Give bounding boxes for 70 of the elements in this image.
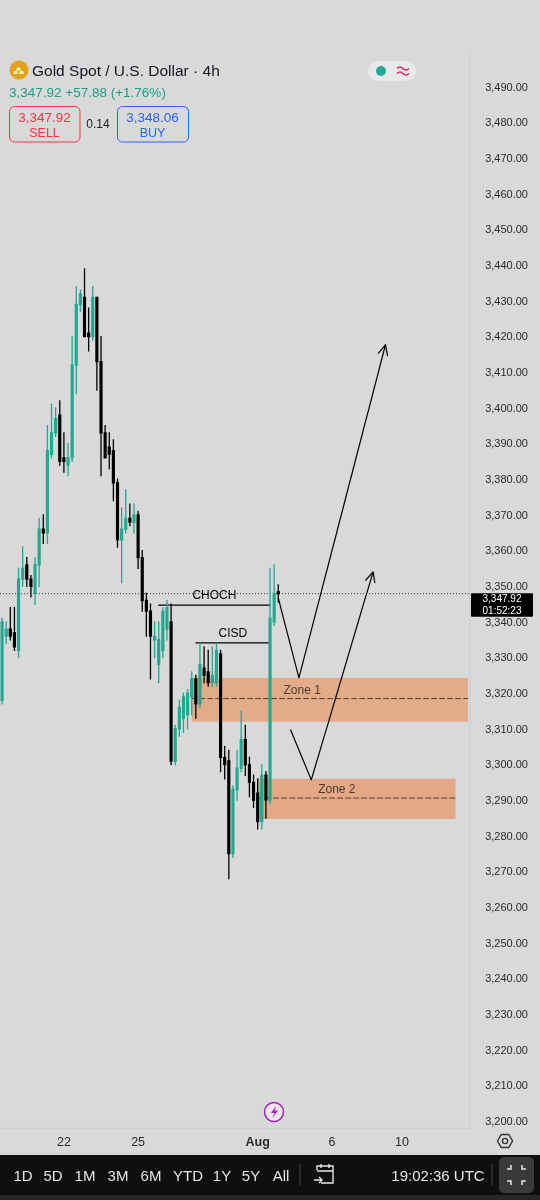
y-tick-label: 3,240.00: [485, 972, 528, 985]
x-tick-label: 10: [395, 1134, 409, 1149]
candlestick: [210, 646, 214, 687]
annotation: 0.14: [86, 116, 110, 131]
y-tick-label: 3,350.00: [485, 580, 528, 593]
series-label: CISD: [218, 625, 248, 640]
series-label: CHOCH: [192, 588, 237, 603]
y-tick-label: 3,480.00: [485, 116, 528, 129]
y-tick-label: 3,380.00: [485, 473, 528, 486]
y-tick-label: 3,440.00: [485, 259, 528, 272]
candlestick: [268, 567, 272, 805]
y-tick-label: 3,490.00: [485, 80, 528, 93]
annotation: 3,347.92: [18, 109, 71, 125]
y-tick-label: 3,430.00: [485, 294, 528, 307]
candlestick: [128, 503, 132, 527]
y-tick-label: 3,330.00: [485, 651, 528, 664]
candlestick: [198, 642, 202, 709]
y-tick-label: 3,320.00: [485, 687, 528, 700]
x-tick-label: 22: [56, 1134, 71, 1149]
text: Gold Spot / U.S. Dollar · 4h: [32, 62, 220, 79]
annotation: 3,348.06: [126, 109, 179, 125]
y-tick-label: 3,230.00: [485, 1008, 528, 1021]
y-tick-label: 3,200.00: [485, 1115, 528, 1128]
text: 1M: [74, 1166, 96, 1184]
candlestick: [264, 771, 268, 819]
y-tick-label: 3,270.00: [485, 865, 528, 878]
annotation: BUY: [139, 125, 167, 140]
y-tick-label: 3,410.00: [485, 366, 528, 379]
series-label: Zone 2: [318, 782, 356, 797]
y-tick-label: 3,290.00: [485, 794, 528, 807]
candlestick: [202, 646, 206, 684]
x-tick-label: 25: [131, 1134, 146, 1149]
y-tick-label: 3,250.00: [485, 936, 528, 949]
candlestick: [194, 674, 198, 719]
y-tick-label: 3,470.00: [485, 152, 528, 165]
y-tick-label: 3,260.00: [485, 901, 528, 914]
text: YTD: [173, 1166, 204, 1184]
text: 19:02:36 UTC: [391, 1166, 485, 1184]
text: 5Y: [241, 1166, 261, 1184]
y-tick-label: 3,370.00: [485, 508, 528, 521]
candlestick: [12, 606, 17, 652]
candlestick: [41, 514, 45, 545]
text: 5D: [43, 1166, 63, 1184]
x-tick-label: 6: [328, 1134, 336, 1149]
text: 1D: [13, 1166, 33, 1184]
text: 3M: [107, 1166, 129, 1184]
y-tick-label: 3,340.00: [485, 615, 528, 628]
y-tick-label: 3,300.00: [485, 758, 528, 771]
x-tick-label: Aug: [245, 1134, 270, 1149]
y-tick-label: 3,280.00: [485, 829, 528, 842]
y-tick-label: 3,360.00: [485, 544, 528, 557]
candlestick: [0, 617, 4, 705]
candlestick: [206, 649, 210, 687]
annotation: SELL: [29, 125, 60, 140]
y-tick-label: 3,310.00: [485, 722, 528, 735]
y-tick-label: 3,420.00: [485, 330, 528, 343]
y-tick-label: 3,220.00: [485, 1043, 528, 1056]
candlestick: [181, 692, 186, 734]
y-tick-label: 3,400.00: [485, 401, 528, 414]
text: 3,347.92 +57.88 (+1.76%): [9, 85, 166, 100]
text: 6M: [140, 1166, 162, 1184]
ref-line-label: 3,347.92 01:52:23: [482, 593, 522, 616]
y-tick-label: 3,450.00: [485, 223, 528, 236]
y-tick-label: 3,390.00: [485, 437, 528, 450]
candlestick: [132, 503, 136, 534]
y-tick-label: 3,460.00: [485, 187, 528, 200]
text: All: [272, 1166, 290, 1184]
y-tick-label: 3,210.00: [485, 1079, 528, 1092]
text: 1Y: [212, 1166, 232, 1184]
series-label: Zone 1: [283, 682, 322, 697]
